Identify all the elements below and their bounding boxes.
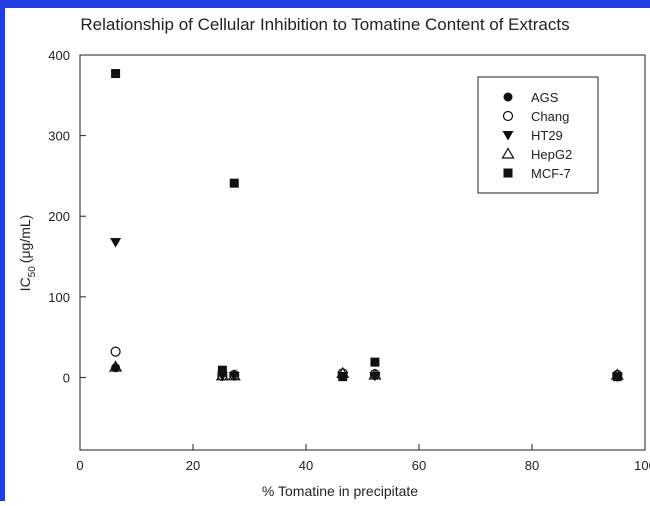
- x-tick-label: 20: [186, 458, 200, 473]
- legend: AGS Chang HT29 HepG2 MCF-7: [477, 76, 599, 194]
- legend-marker-ht29: [502, 131, 514, 141]
- y-axis-label-main: IC: [17, 277, 33, 291]
- data-point-ht29: [110, 238, 122, 248]
- data-point-mcf-7: [217, 365, 227, 375]
- y-axis-label-unit: (μg/mL): [17, 215, 33, 264]
- chart-title: Relationship of Cellular Inhibition to T…: [80, 15, 569, 34]
- x-tick-label: 80: [525, 458, 539, 473]
- y-axis: 0 100 200 300 400: [48, 48, 86, 385]
- legend-marker-chang: [502, 110, 514, 122]
- y-tick-label: 300: [48, 129, 70, 144]
- data-point-hepg2: [215, 369, 229, 381]
- legend-label-ags: AGS: [531, 90, 559, 105]
- data-point-mcf-7: [338, 372, 348, 382]
- y-tick-label: 100: [48, 290, 70, 305]
- data-point-chang: [110, 346, 121, 357]
- legend-box: [477, 76, 599, 194]
- y-axis-label: IC50 (μg/mL): [17, 215, 38, 292]
- legend-label-chang: Chang: [531, 109, 569, 124]
- x-tick-label: 60: [412, 458, 426, 473]
- y-axis-label-subscript: 50: [27, 266, 38, 278]
- data-point-mcf-7: [111, 69, 121, 79]
- top-border: [0, 0, 650, 8]
- legend-label-mcf-7: MCF-7: [531, 166, 571, 181]
- legend-label-hepg2: HepG2: [531, 147, 572, 162]
- legend-marker-hepg2: [501, 147, 515, 159]
- plot-area: [79, 54, 646, 451]
- y-tick-label: 200: [48, 209, 70, 224]
- x-tick-label: 0: [76, 458, 83, 473]
- data-points: [109, 69, 624, 383]
- data-point-hepg2: [109, 360, 123, 372]
- x-tick-label: 100: [634, 458, 650, 473]
- left-border: [0, 0, 5, 501]
- y-tick-label: 0: [63, 370, 70, 385]
- legend-marker-mcf-7: [503, 168, 513, 178]
- x-axis-label: % Tomatine in precipitate: [262, 483, 418, 499]
- data-point-mcf-7: [612, 372, 622, 382]
- data-point-hepg2: [227, 369, 241, 381]
- x-tick-label: 40: [299, 458, 313, 473]
- data-point-hepg2: [368, 368, 382, 380]
- data-point-mcf-7: [370, 357, 380, 367]
- x-axis: 0 20 40 60 80 100: [76, 444, 650, 473]
- data-point-mcf-7: [229, 178, 239, 188]
- y-tick-label: 400: [48, 48, 70, 63]
- legend-marker-ags: [503, 92, 513, 102]
- legend-label-ht29: HT29: [531, 128, 563, 143]
